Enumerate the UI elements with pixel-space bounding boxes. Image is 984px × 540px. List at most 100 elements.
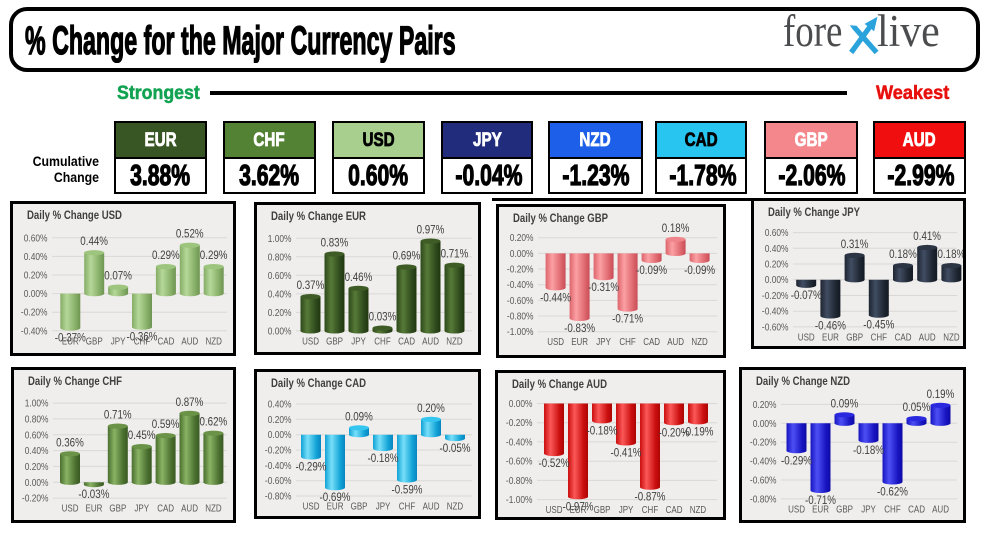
svg-text:-0.80%: -0.80% <box>506 476 533 487</box>
svg-text:Daily % Change GBP: Daily % Change GBP <box>513 213 608 225</box>
svg-text:0.40%: 0.40% <box>24 252 48 263</box>
svg-text:-0.45%: -0.45% <box>863 320 894 332</box>
svg-text:-0.36%: -0.36% <box>127 332 158 344</box>
svg-text:-0.41%: -0.41% <box>611 448 642 460</box>
svg-text:0.00%: 0.00% <box>509 399 533 410</box>
svg-text:NZD: NZD <box>943 332 959 343</box>
svg-text:JPY: JPY <box>619 505 634 516</box>
svg-text:CHF: CHF <box>619 337 635 348</box>
svg-text:-0.80%: -0.80% <box>265 492 292 503</box>
svg-text:-0.59%: -0.59% <box>392 485 423 497</box>
svg-text:AUD: AUD <box>932 504 949 515</box>
svg-text:-0.09%: -0.09% <box>636 265 667 277</box>
svg-text:0.18%: 0.18% <box>889 249 917 261</box>
svg-text:0.18%: 0.18% <box>938 249 966 261</box>
svg-text:USD: USD <box>62 504 79 515</box>
svg-text:0.00%: 0.00% <box>268 326 292 337</box>
svg-text:Daily % Change JPY: Daily % Change JPY <box>768 207 860 219</box>
svg-text:-0.03%: -0.03% <box>78 489 109 501</box>
svg-text:-0.18%: -0.18% <box>853 445 884 457</box>
svg-text:1.00%: 1.00% <box>25 399 49 410</box>
svg-text:CAD: CAD <box>157 504 174 515</box>
svg-text:USD: USD <box>303 502 320 513</box>
svg-text:0.69%: 0.69% <box>393 251 421 263</box>
svg-text:CAD: CAD <box>908 504 925 515</box>
svg-text:0.29%: 0.29% <box>200 250 228 262</box>
svg-text:EUR: EUR <box>812 504 829 515</box>
svg-text:-0.18%: -0.18% <box>368 453 399 465</box>
svg-text:AUD: AUD <box>919 332 936 343</box>
svg-text:0.71%: 0.71% <box>104 410 132 422</box>
svg-text:GBP: GBP <box>594 505 611 516</box>
svg-text:-0.31%: -0.31% <box>588 282 619 294</box>
svg-text:-0.20%: -0.20% <box>22 494 49 505</box>
svg-text:NZD: NZD <box>447 502 463 513</box>
svg-text:CAD: CAD <box>643 337 660 348</box>
svg-text:-0.71%: -0.71% <box>805 495 836 507</box>
svg-text:-0.40%: -0.40% <box>265 461 292 472</box>
svg-text:-0.20%: -0.20% <box>506 418 533 429</box>
svg-text:CAD: CAD <box>895 332 912 343</box>
svg-text:0.36%: 0.36% <box>56 437 84 449</box>
svg-text:NZD: NZD <box>446 336 462 347</box>
svg-text:GBP: GBP <box>351 502 368 513</box>
svg-text:0.40%: 0.40% <box>765 244 789 255</box>
svg-text:Daily % Change NZD: Daily % Change NZD <box>756 376 850 388</box>
svg-text:0.37%: 0.37% <box>297 280 325 292</box>
svg-text:EUR: EUR <box>62 336 79 347</box>
svg-text:AUD: AUD <box>423 502 440 513</box>
svg-text:CHF: CHF <box>399 502 415 513</box>
svg-text:-0.60%: -0.60% <box>750 476 777 487</box>
svg-text:0.07%: 0.07% <box>104 271 132 283</box>
svg-text:CAD: CAD <box>666 505 683 516</box>
svg-text:0.20%: 0.20% <box>765 260 789 271</box>
svg-text:-0.20%: -0.20% <box>762 291 789 302</box>
svg-text:EUR: EUR <box>86 504 103 515</box>
svg-text:0.40%: 0.40% <box>268 400 292 411</box>
svg-text:CHF: CHF <box>871 332 887 343</box>
svg-text:Daily % Change USD: Daily % Change USD <box>27 210 122 222</box>
svg-text:JPY: JPY <box>376 502 391 513</box>
svg-text:-0.37%: -0.37% <box>55 333 86 345</box>
svg-text:-0.40%: -0.40% <box>762 307 789 318</box>
svg-text:EUR: EUR <box>327 502 344 513</box>
svg-text:-0.60%: -0.60% <box>265 476 292 487</box>
svg-text:0.00%: 0.00% <box>510 249 534 260</box>
svg-text:-0.60%: -0.60% <box>506 457 533 468</box>
svg-text:0.80%: 0.80% <box>25 414 49 425</box>
svg-text:0.20%: 0.20% <box>753 400 777 411</box>
svg-text:0.60%: 0.60% <box>25 430 49 441</box>
svg-text:-0.44%: -0.44% <box>540 292 571 304</box>
svg-text:JPY: JPY <box>861 504 876 515</box>
svg-text:0.31%: 0.31% <box>841 239 869 251</box>
svg-text:-0.80%: -0.80% <box>507 312 534 323</box>
svg-text:0.09%: 0.09% <box>831 398 859 410</box>
svg-text:0.80%: 0.80% <box>268 252 292 263</box>
svg-text:GBP: GBP <box>836 504 853 515</box>
svg-text:0.20%: 0.20% <box>268 415 292 426</box>
svg-text:1.00%: 1.00% <box>268 234 292 245</box>
svg-text:USD: USD <box>547 337 564 348</box>
svg-text:0.20%: 0.20% <box>268 308 292 319</box>
svg-text:-0.69%: -0.69% <box>320 492 351 504</box>
svg-text:Daily % Change CAD: Daily % Change CAD <box>271 378 366 390</box>
svg-text:0.40%: 0.40% <box>268 289 292 300</box>
svg-text:0.44%: 0.44% <box>80 236 108 248</box>
svg-text:0.00%: 0.00% <box>25 478 49 489</box>
svg-text:NZD: NZD <box>690 505 706 516</box>
svg-text:GBP: GBP <box>109 504 126 515</box>
svg-text:JPY: JPY <box>596 337 611 348</box>
svg-text:0.20%: 0.20% <box>510 233 534 244</box>
svg-text:USD: USD <box>302 336 319 347</box>
svg-text:0.97%: 0.97% <box>417 225 445 237</box>
svg-text:EUR: EUR <box>570 505 587 516</box>
svg-text:0.45%: 0.45% <box>128 430 156 442</box>
svg-text:-0.46%: -0.46% <box>815 321 846 333</box>
svg-text:0.52%: 0.52% <box>176 229 204 241</box>
svg-text:EUR: EUR <box>822 332 839 343</box>
svg-text:-0.29%: -0.29% <box>781 455 812 467</box>
svg-text:Daily % Change CHF: Daily % Change CHF <box>28 376 122 388</box>
svg-text:0.19%: 0.19% <box>927 389 955 401</box>
svg-text:GBP: GBP <box>326 336 343 347</box>
svg-text:-0.20%: -0.20% <box>265 446 292 457</box>
